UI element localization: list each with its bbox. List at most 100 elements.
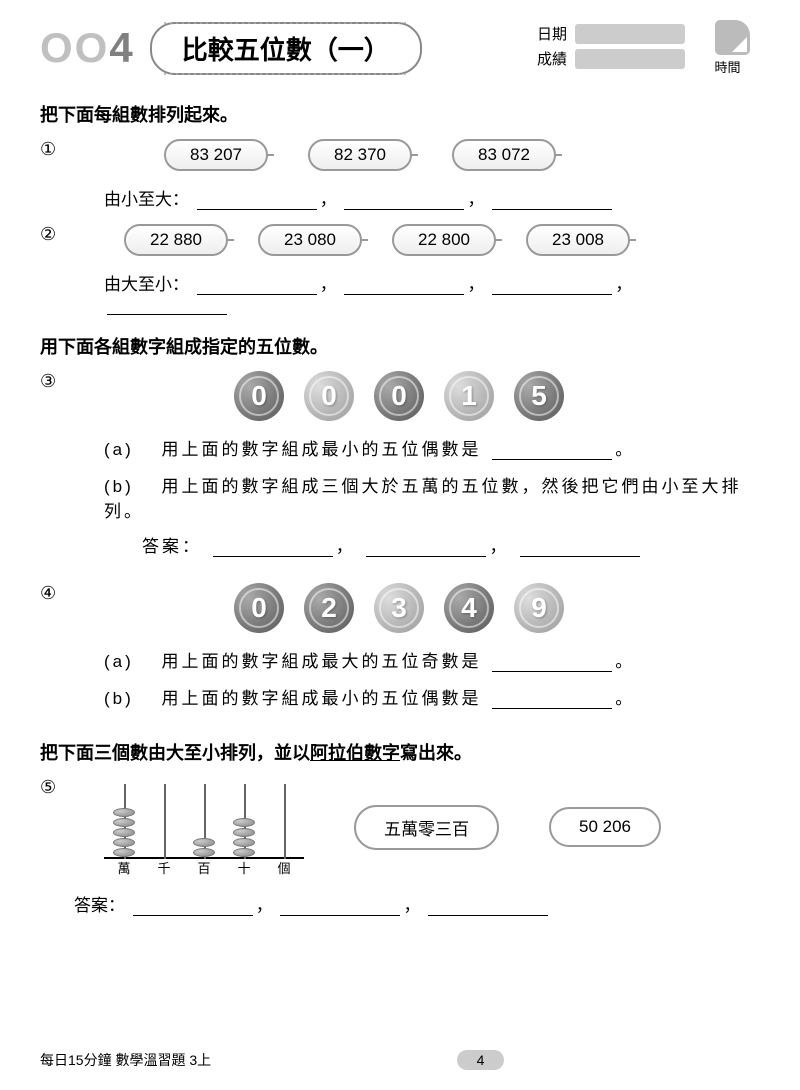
q4-body: 02349 (a) 用上面的數字組成最大的五位奇數是 。 (b) 用上面的數字組… [74,583,750,721]
time-label: 時間 [714,57,740,76]
digit-coin: 5 [514,371,564,421]
date-row: 日期 [537,23,685,44]
page-title: 比較五位數（一） [150,22,422,75]
number-pill: 83 207 [164,139,268,171]
q4b-text: 用上面的數字組成最小的五位偶數是 [162,689,482,708]
abacus-bead [233,848,255,857]
q5-body: 萬 千 百 十 個 五萬零三百 50 206 答案： ， ， [74,777,750,916]
score-row: 成績 [537,48,685,69]
meta-info: 日期 成績 [537,23,685,73]
answer-blank[interactable] [492,654,612,672]
q4-coins: 02349 [234,583,750,633]
answer-blank[interactable] [428,898,548,916]
q1-label: 由小至大： [104,190,189,209]
answer-blank[interactable] [492,192,612,210]
q3a: (a) 用上面的數字組成最小的五位偶數是 。 [104,435,750,460]
date-label: 日期 [537,23,567,44]
number-pill: 82 370 [308,139,412,171]
answer-blank[interactable] [492,277,612,295]
abacus-bead [233,818,255,827]
digit-coin: 3 [374,583,424,633]
answer-blank[interactable] [197,277,317,295]
answer-blank[interactable] [366,539,486,557]
answer-blank[interactable] [492,691,612,709]
q1-answer: 由小至大： ， ， [104,185,750,210]
question-2: ② 22 880 23 080 22 800 23 008 由大至小： ， ， … [40,224,750,315]
question-4: ④ 02349 (a) 用上面的數字組成最大的五位奇數是 。 (b) 用上面的數… [40,583,750,721]
answer-blank[interactable] [492,442,612,460]
abacus-bead [113,838,135,847]
answer-blank[interactable] [107,297,227,315]
question-1: ① 83 207 82 370 83 072 由小至大： ， ， [40,139,750,210]
q3-num: ③ [40,371,62,569]
digit-coin: 9 [514,583,564,633]
clock-icon [715,20,750,55]
q4-num: ④ [40,583,62,721]
q3b: (b) 用上面的數字組成三個大於五萬的五位數，然後把它們由小至大排列。 答案： … [104,472,750,557]
digit-coin: 0 [234,371,284,421]
score-label: 成績 [537,48,567,69]
q4b: (b) 用上面的數字組成最小的五位偶數是 。 [104,684,750,709]
q2-pills: 22 880 23 080 22 800 23 008 [124,224,750,256]
answer-blank[interactable] [344,277,464,295]
abacus-rod [164,784,166,859]
question-5: ⑤ 萬 千 百 十 個 五萬零三百 50 206 答案： ， ， [40,777,750,916]
abacus-label: 個 [277,858,290,877]
abacus-row: 萬 千 百 十 個 五萬零三百 50 206 [104,777,750,877]
page-num-prefix: OO [40,24,109,71]
q1-pills: 83 207 82 370 83 072 [164,139,750,171]
answer-blank[interactable] [213,539,333,557]
abacus-bead [193,848,215,857]
answer-blank[interactable] [133,898,253,916]
abacus-label: 萬 [117,858,130,877]
worksheet-header: OO4 比較五位數（一） 日期 成績 時間 [40,20,750,76]
section2-instruction: 用下面各組數字組成指定的五位數。 [40,333,750,359]
digit-coin: 2 [304,583,354,633]
footer-text: 每日15分鐘 數學溫習題 3上 [40,1050,211,1070]
q4a: (a) 用上面的數字組成最大的五位奇數是 。 [104,647,750,672]
number-pill: 22 880 [124,224,228,256]
abacus-label: 百 [197,858,210,877]
q5-num: ⑤ [40,777,62,916]
q2-answer: 由大至小： ， ， ， [104,270,750,315]
q2-label: 由大至小： [104,275,189,294]
answer-blank[interactable] [344,192,464,210]
q5-ans-label: 答案： [74,896,125,915]
digit-coin: 1 [444,371,494,421]
digit-coin: 0 [374,371,424,421]
number-pill: 22 800 [392,224,496,256]
time-indicator: 時間 [705,20,750,76]
page-number-badge: 4 [457,1050,505,1070]
q3a-label: (a) [104,440,134,459]
q1-body: 83 207 82 370 83 072 由小至大： ， ， [74,139,750,210]
q5-answer: 答案： ， ， [74,891,750,916]
answer-blank[interactable] [280,898,400,916]
digit-coin: 0 [234,583,284,633]
answer-blank[interactable] [520,539,640,557]
q3a-text: 用上面的數字組成最小的五位偶數是 [162,440,482,459]
digit-coin: 4 [444,583,494,633]
abacus-bead [233,838,255,847]
q3b-label: (b) [104,477,134,496]
answer-blank[interactable] [197,192,317,210]
question-3: ③ 00015 (a) 用上面的數字組成最小的五位偶數是 。 (b) 用上面的數… [40,371,750,569]
date-blank[interactable] [575,24,685,44]
page-footer: 每日15分鐘 數學溫習題 3上 4 [40,1050,750,1070]
abacus-label: 千 [157,858,170,877]
score-blank[interactable] [575,49,685,69]
abacus-bead [113,828,135,837]
abacus-bead [113,808,135,817]
number-pill: 23 080 [258,224,362,256]
digit-coin: 0 [304,371,354,421]
q3-body: 00015 (a) 用上面的數字組成最小的五位偶數是 。 (b) 用上面的數字組… [74,371,750,569]
abacus-bead [113,848,135,857]
q1-num: ① [40,139,62,210]
page-number: OO4 [40,24,135,72]
abacus-label: 十 [237,858,250,877]
q2-num: ② [40,224,62,315]
number-box: 50 206 [549,807,661,847]
q3b-ans-label: 答案： [142,537,202,556]
q2-body: 22 880 23 080 22 800 23 008 由大至小： ， ， ， [74,224,750,315]
q4b-label: (b) [104,689,134,708]
chinese-number-box: 五萬零三百 [354,805,499,850]
